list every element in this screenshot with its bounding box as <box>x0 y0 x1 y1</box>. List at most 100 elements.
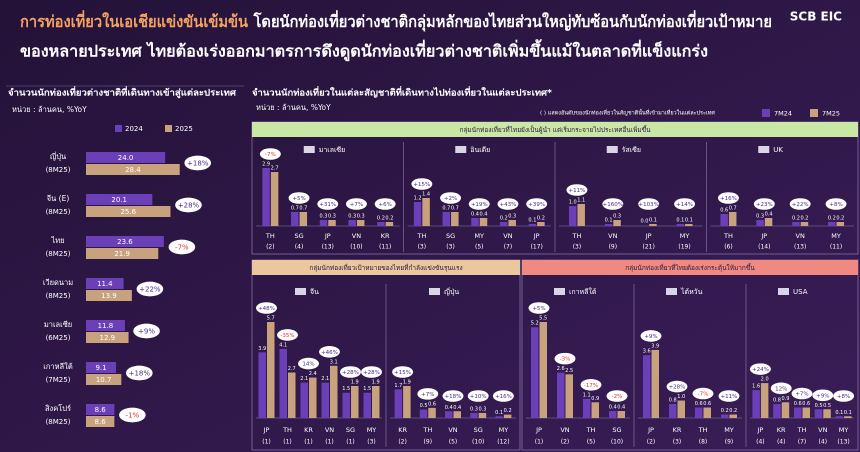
rank-label: (1) <box>304 439 313 446</box>
bar <box>363 392 371 418</box>
change-label: +9% <box>138 328 155 336</box>
value-label: 0.6 <box>802 401 810 407</box>
change-badge <box>718 390 740 402</box>
change-badge <box>340 366 361 378</box>
value-label: 11.4 <box>97 280 113 288</box>
category-label: SG <box>474 426 483 434</box>
change-label: +7% <box>350 202 363 208</box>
flag <box>778 288 789 295</box>
value-label: 5.2 <box>531 321 539 327</box>
value-label: 1.9 <box>403 380 411 386</box>
change-badge <box>606 390 628 402</box>
value-label: 4.1 <box>279 342 287 348</box>
bar <box>262 168 270 226</box>
change-label: +22% <box>139 286 161 294</box>
change-badge <box>136 281 164 297</box>
bar <box>814 409 823 418</box>
flag <box>758 146 770 153</box>
bar <box>86 206 171 217</box>
bar <box>794 407 802 418</box>
change-label: +22% <box>792 202 809 208</box>
category-label: จีน (E) <box>46 194 69 203</box>
bar <box>348 220 356 226</box>
bar <box>86 194 153 205</box>
bar <box>752 390 760 418</box>
rank-note: ( ) แสดงอันดับของนักท่องเที่ยวในสัญชาติน… <box>540 109 715 117</box>
bar <box>495 416 503 418</box>
legend-swatch <box>115 125 122 132</box>
bar <box>451 212 459 226</box>
rank-label: (17) <box>530 244 542 251</box>
bar <box>453 411 461 418</box>
rank-label: (5) <box>449 439 458 446</box>
bar <box>86 404 115 415</box>
value-label: 0.7 <box>729 206 737 212</box>
period-label: (8M25) <box>46 166 71 174</box>
value-label: 0.8 <box>773 398 781 404</box>
category-label: MY <box>499 426 509 434</box>
value-label: 0.2 <box>385 216 393 222</box>
left-unit: หน่วย : ล้านคน, %YoY <box>12 105 87 114</box>
legend-swatch <box>762 109 770 117</box>
logo: SCB EIC <box>790 10 842 24</box>
rank-label: (3) <box>418 244 427 251</box>
bar <box>617 411 625 418</box>
change-badge <box>346 198 367 210</box>
rank-label: (3) <box>573 244 582 251</box>
bar <box>685 224 693 226</box>
value-label: 0.5 <box>815 403 823 409</box>
bar <box>604 224 613 226</box>
value-label: 10.7 <box>96 376 112 384</box>
value-label: 2.1 <box>321 376 329 382</box>
bar <box>577 204 585 226</box>
change-label: +160% <box>603 202 623 208</box>
change-label: 12% <box>775 386 787 392</box>
bar <box>321 382 329 418</box>
panel-title: อินเดีย <box>470 146 490 154</box>
value-label: 0.3 <box>508 214 516 220</box>
category-label: VN <box>448 426 457 434</box>
change-label: +5% <box>292 196 305 202</box>
bar <box>319 220 328 226</box>
change-badge <box>374 198 396 210</box>
headline: การท่องเที่ยวในเอเชียแข่งขันเข้มข้นโดยนั… <box>20 10 772 32</box>
value-label: 0.4 <box>471 212 479 218</box>
change-badge <box>392 366 414 378</box>
bar <box>328 220 336 226</box>
bar <box>86 278 124 289</box>
flag <box>606 146 618 153</box>
bar <box>291 212 299 226</box>
flag <box>455 146 467 153</box>
category-label: VN <box>796 232 805 240</box>
right-unit: หน่วย : ล้านคน, %YoY <box>256 103 331 112</box>
value-label: 2.5 <box>565 368 573 374</box>
value-label: 0.1 <box>649 218 657 224</box>
rank-label: (4) <box>756 439 765 446</box>
change-badge <box>411 178 433 190</box>
rank-label: (2) <box>561 439 570 446</box>
change-label: -7% <box>698 392 709 398</box>
bar <box>844 416 852 418</box>
value-label: 0.3 <box>756 214 764 220</box>
category-label: KR <box>381 232 390 240</box>
value-label: 1.2 <box>414 196 422 202</box>
value-label: 24.0 <box>118 154 134 162</box>
change-badge <box>288 192 310 204</box>
change-badge <box>442 390 464 402</box>
panel-title: รัสเซีย <box>622 146 641 154</box>
bar <box>445 411 453 418</box>
value-label: 1.5 <box>363 386 371 392</box>
bar <box>591 402 599 418</box>
rank-label: (9) <box>424 439 433 446</box>
change-badge <box>497 198 519 210</box>
value-label: 1.5 <box>342 386 350 392</box>
rank-label: (13) <box>794 244 806 251</box>
change-badge <box>528 302 550 314</box>
value-label: 1.9 <box>372 380 380 386</box>
bar <box>792 222 800 226</box>
change-badge <box>468 198 490 210</box>
category-label: SG <box>612 426 621 434</box>
bar <box>557 372 565 418</box>
bar <box>479 218 488 226</box>
value-label: 0.6 <box>695 401 703 407</box>
